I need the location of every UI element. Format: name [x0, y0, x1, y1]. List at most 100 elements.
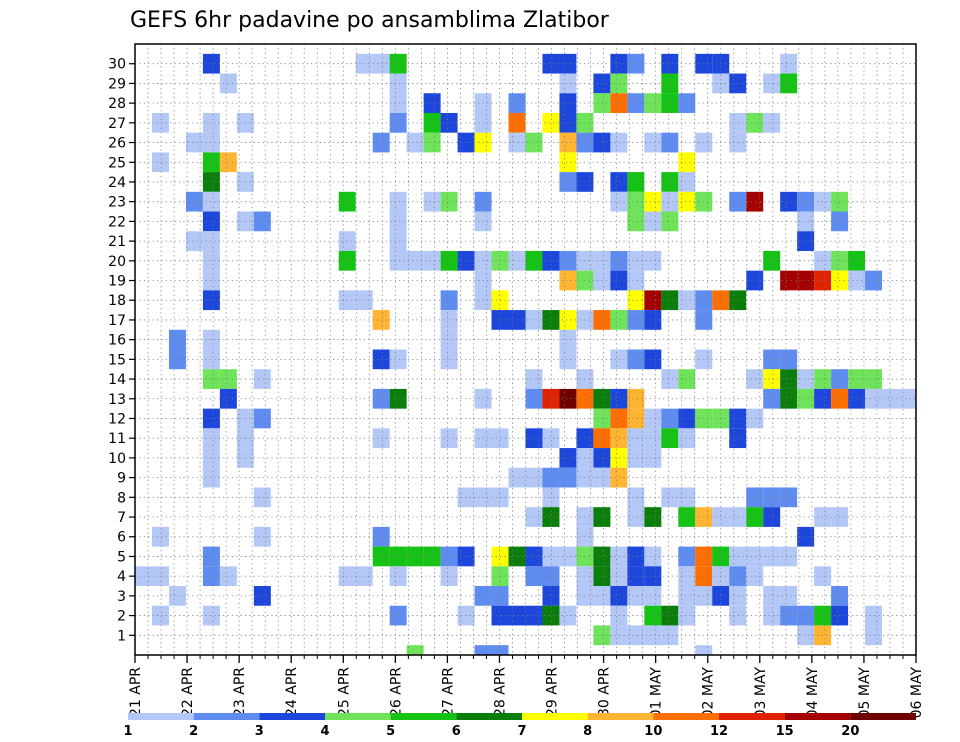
- heatmap-cell: [678, 172, 696, 192]
- heatmap-cell: [865, 605, 883, 626]
- heatmap-cell: [814, 625, 832, 646]
- heatmap-cell: [168, 349, 186, 370]
- heatmap-cell: [729, 290, 747, 311]
- legend-color-swatch: [193, 713, 260, 720]
- heatmap-cell: [780, 191, 798, 212]
- heatmap-cell: [440, 566, 458, 587]
- legend-level-label: 12: [710, 724, 728, 739]
- heatmap-cell: [202, 546, 220, 567]
- y-tick-label: 11: [108, 431, 126, 447]
- heatmap-cell: [202, 172, 220, 192]
- y-tick-label: 18: [108, 293, 126, 309]
- heatmap-cell: [151, 605, 169, 626]
- heatmap-cell: [610, 467, 628, 488]
- heatmap-cell: [814, 369, 832, 389]
- x-axis-ticks: 21 APR 22 APR 23 APR 24 APR 25 APR 26 APR 27 A…: [128, 655, 925, 718]
- legend-level-label: 5: [386, 724, 395, 739]
- heatmap-cell: [542, 250, 560, 271]
- heatmap-cell: [746, 408, 764, 429]
- heatmap-cell: [389, 191, 407, 212]
- heatmap-cell: [542, 546, 560, 567]
- heatmap-cell: [610, 310, 628, 330]
- x-tick-label: 26 APR: [388, 667, 404, 717]
- heatmap-cell: [559, 112, 577, 133]
- heatmap-cell: [559, 448, 577, 468]
- heatmap-cell: [474, 645, 492, 655]
- heatmap-cell: [168, 586, 186, 606]
- heatmap-cell: [627, 172, 645, 192]
- heatmap-cell: [627, 546, 645, 567]
- heatmap-cell: [848, 388, 866, 409]
- heatmap-cell: [780, 388, 798, 409]
- heatmap-cell: [559, 467, 577, 488]
- heatmap-cell: [644, 408, 662, 429]
- x-tick-label: 03 MAY: [753, 667, 769, 719]
- heatmap-cell: [780, 605, 798, 626]
- heatmap-cell: [202, 270, 220, 291]
- heatmap-cell: [559, 605, 577, 626]
- heatmap-cell: [440, 310, 458, 330]
- y-tick-label: 5: [117, 549, 126, 565]
- heatmap-cell: [797, 388, 815, 409]
- heatmap-cell: [202, 566, 220, 587]
- gridlines: [135, 44, 916, 655]
- y-tick-label: 27: [108, 116, 126, 132]
- heatmap-cell: [610, 191, 628, 212]
- heatmap-cell: [661, 605, 679, 626]
- heatmap-cell: [644, 625, 662, 646]
- heatmap-cell: [610, 586, 628, 606]
- heatmap-cell: [780, 487, 798, 508]
- heatmap-cell: [151, 526, 169, 547]
- heatmap-cell: [644, 448, 662, 468]
- y-axis-ticks: 1234567891011121314151617181920212223242…: [108, 57, 135, 644]
- heatmap-cell: [542, 467, 560, 488]
- heatmap-cell: [440, 329, 458, 350]
- heatmap-cell: [372, 53, 390, 74]
- heatmap-cell: [865, 270, 883, 291]
- heatmap-cell: [627, 211, 645, 232]
- heatmap-cell: [491, 310, 509, 330]
- heatmap-cell: [372, 349, 390, 370]
- heatmap-cell: [135, 566, 152, 587]
- heatmap-cell: [661, 172, 679, 192]
- heatmap-cell: [678, 487, 696, 508]
- heatmap-cell: [559, 310, 577, 330]
- heatmap-cell: [389, 605, 407, 626]
- y-tick-label: 30: [108, 57, 126, 73]
- heatmap-cell: [372, 388, 390, 409]
- heatmap-cell: [491, 645, 509, 655]
- y-tick-label: 12: [108, 411, 126, 427]
- heatmap-cell: [559, 270, 577, 291]
- heatmap-cell: [746, 546, 764, 567]
- heatmap-cell: [372, 310, 390, 330]
- heatmap-cell: [627, 250, 645, 271]
- heatmap-cell: [202, 152, 220, 173]
- heatmap-cell: [780, 53, 798, 74]
- heatmap-cell: [389, 250, 407, 271]
- heatmap-cell: [797, 231, 815, 251]
- x-tick-label: 30 APR: [597, 667, 613, 717]
- heatmap-cell: [661, 369, 679, 389]
- heatmap-cell: [151, 112, 169, 133]
- heatmap-cell: [202, 250, 220, 271]
- heatmap-cell: [797, 369, 815, 389]
- heatmap-cell: [559, 388, 577, 409]
- legend-level-label: 10: [644, 724, 662, 739]
- heatmap-cell: [644, 93, 662, 113]
- y-tick-label: 17: [108, 313, 126, 329]
- heatmap-cell: [202, 211, 220, 232]
- x-tick-label: 23 APR: [232, 667, 248, 717]
- heatmap-cell: [525, 388, 543, 409]
- heatmap-cell: [644, 250, 662, 271]
- heatmap-cell: [763, 507, 781, 527]
- heatmap-cell: [678, 369, 696, 389]
- heatmap-cell: [627, 388, 645, 409]
- heatmap-cell: [865, 388, 883, 409]
- heatmap-cell: [253, 369, 271, 389]
- heatmap-cell: [848, 250, 866, 271]
- heatmap-cell: [729, 586, 747, 606]
- heatmap-cell: [542, 310, 560, 330]
- heatmap-cell: [559, 93, 577, 113]
- y-tick-label: 22: [108, 214, 126, 230]
- x-tick-label: 22 APR: [180, 667, 196, 717]
